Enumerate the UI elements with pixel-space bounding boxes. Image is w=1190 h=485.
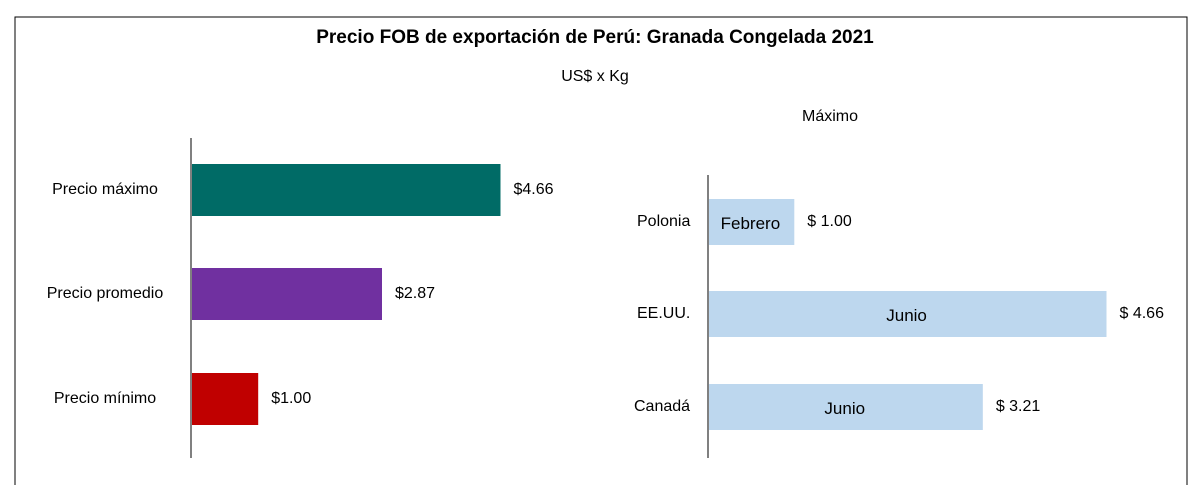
y-tick-label: Polonia bbox=[637, 213, 691, 230]
bar bbox=[709, 291, 1107, 337]
data-label: $2.87 bbox=[394, 285, 436, 302]
frame bbox=[14, 16, 1188, 485]
y-tick-label: Precio promedio bbox=[46, 285, 164, 302]
bar bbox=[192, 164, 501, 216]
chart-title: Precio FOB de exportación de Perú: Grana… bbox=[316, 27, 874, 48]
bar-annotation: Junio bbox=[824, 399, 866, 418]
data-label: $4.66 bbox=[513, 181, 554, 198]
y-tick-label: Precio mínimo bbox=[53, 390, 157, 407]
bar-annotation: Febrero bbox=[720, 214, 781, 233]
data-label: $ 3.21 bbox=[995, 398, 1041, 415]
bar bbox=[709, 199, 795, 245]
data-label: $ 4.66 bbox=[1119, 305, 1164, 322]
bar bbox=[192, 373, 259, 425]
y-tick-label: EE.UU. bbox=[637, 305, 691, 322]
panel-title: Máximo bbox=[801, 108, 858, 125]
data-label: $1.00 bbox=[271, 390, 312, 407]
y-tick-label: Canadá bbox=[634, 398, 691, 415]
bar bbox=[709, 384, 983, 430]
chart-subtitle: US$ x Kg bbox=[561, 68, 629, 85]
data-label: $ 1.00 bbox=[807, 213, 852, 230]
bar-annotation: Junio bbox=[886, 306, 927, 325]
y-tick-label: Precio máximo bbox=[52, 181, 158, 198]
bar bbox=[192, 268, 382, 320]
